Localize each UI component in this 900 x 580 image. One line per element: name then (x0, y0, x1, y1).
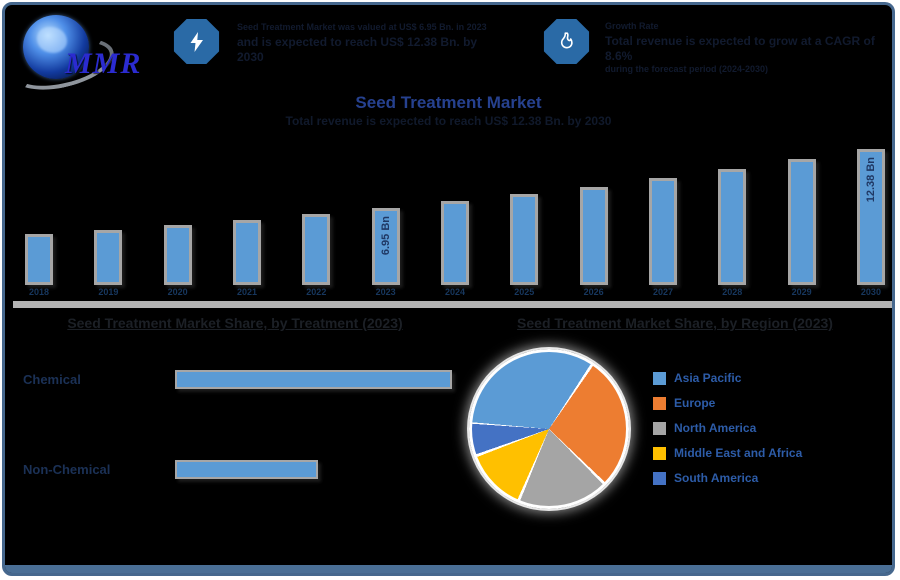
legend-swatch (653, 371, 666, 385)
market-value-stat: Seed Treatment Market was valued at US$ … (237, 22, 487, 65)
revenue-bar-2020 (163, 225, 192, 285)
treatment-section-heading: Seed Treatment Market Share, by Treatmen… (67, 315, 403, 331)
legend-label: South America (674, 471, 759, 485)
bar-column: 2026 (579, 149, 608, 300)
bar-column: 2020 (163, 149, 192, 300)
legend-label: Europe (674, 396, 716, 410)
region-pie-chart (469, 349, 629, 509)
bar-column: 12.38 Bn 2030 (856, 149, 885, 300)
bar-year-label: 2025 (514, 287, 535, 297)
revenue-bar-2018 (25, 234, 53, 285)
revenue-bar-2019 (94, 230, 123, 285)
bar-year-label: 2027 (652, 287, 673, 297)
legend-label: Asia Pacific (674, 371, 742, 385)
revenue-bar-2022 (302, 214, 331, 285)
legend-item: Middle East and Africa (653, 446, 802, 460)
bar-year-label: 2026 (583, 287, 604, 297)
bar-year-label: 2021 (236, 287, 257, 297)
globe-landmass (37, 27, 67, 53)
x-axis-divider (13, 301, 892, 308)
flame-icon (543, 18, 590, 65)
legend-item: South America (653, 471, 802, 485)
legend-item: Europe (653, 396, 802, 410)
revenue-bar-2030: 12.38 Bn (856, 149, 885, 286)
bar-column: 2025 (510, 149, 539, 300)
region-section-heading: Seed Treatment Market Share, by Region (… (517, 315, 833, 331)
stat2-line2: Total revenue is expected to grow at a C… (605, 34, 875, 64)
region-legend: Asia Pacific Europe North America Middle Ea… (653, 371, 802, 496)
revenue-bar-2021 (232, 220, 261, 285)
bar-column: 2024 (440, 149, 469, 300)
annual-bar-chart: 2018 2019 2020 2021 2022 6.95 Bn 2023 2024 2025 2… (25, 149, 885, 300)
lightning-bolt-glyph (190, 31, 203, 52)
page-title: Seed Treatment Market (355, 93, 542, 112)
bar-year-label: 2029 (791, 287, 812, 297)
revenue-bar-2028 (718, 169, 747, 285)
hbar-bar-non-chemical (175, 459, 318, 479)
bar-year-label: 2018 (28, 287, 50, 297)
logo-brand-text: MMR (65, 47, 142, 80)
revenue-bar-2024 (440, 201, 469, 285)
bar-year-label: 2028 (722, 287, 743, 297)
bar-year-label: 2020 (167, 287, 188, 297)
hbar-row: Chemical (23, 367, 453, 391)
page-subtitle: Total revenue is expected to reach US$ 1… (285, 114, 612, 128)
bar-year-label: 2024 (444, 287, 465, 297)
globe-icon (23, 15, 89, 79)
stat1-line1: Seed Treatment Market was valued at US$ … (237, 22, 487, 32)
bar-column: 2029 (787, 149, 816, 300)
stat2-line3: during the forecast period (2024-2030) (605, 64, 769, 75)
bar-year-label: 2022 (306, 287, 327, 297)
legend-item: Asia Pacific (653, 371, 802, 385)
bar-year-label: 2019 (98, 287, 119, 297)
legend-item: North America (653, 421, 802, 435)
revenue-bar-2026 (579, 187, 608, 285)
bar-column: 2028 (718, 149, 747, 300)
bar-column: 2021 (232, 149, 261, 300)
bar-column: 2019 (94, 149, 123, 300)
bar-year-label: 2030 (860, 287, 881, 298)
legend-label: North America (674, 421, 757, 435)
footer-accent-bar (5, 565, 892, 573)
growth-rate-stat: Growth Rate Total revenue is expected to… (605, 21, 892, 76)
legend-swatch (653, 446, 666, 460)
mmr-logo: MMR (6, 13, 155, 99)
bar-column: 6.95 Bn 2023 (371, 149, 400, 300)
bar-year-label: 2023 (375, 287, 396, 297)
hbar-label: Non-Chemical (23, 461, 111, 477)
hbar-label: Chemical (23, 371, 81, 387)
stat1-line2: and is expected to reach US$ 12.38 Bn. b… (237, 35, 478, 65)
hbar-row: Non-Chemical (23, 457, 453, 481)
revenue-bar-2023: 6.95 Bn (371, 208, 400, 285)
legend-label: Middle East and Africa (674, 446, 803, 460)
bar-column: 2018 (25, 149, 53, 300)
legend-swatch (653, 421, 666, 435)
hbar-bar-chemical (175, 369, 452, 389)
legend-swatch (653, 396, 666, 410)
bar-value-label: 6.95 Bn (379, 216, 392, 256)
revenue-bar-2027 (648, 178, 677, 285)
revenue-bar-2029 (787, 159, 816, 285)
bar-value-label: 12.38 Bn (864, 157, 877, 203)
lightning-icon (173, 18, 220, 65)
bar-column: 2027 (648, 149, 677, 300)
stat2-line1: Growth Rate (605, 21, 659, 31)
flame-glyph (560, 31, 573, 49)
revenue-bar-2025 (510, 194, 539, 285)
bar-column: 2022 (302, 149, 331, 300)
legend-swatch (653, 471, 666, 485)
